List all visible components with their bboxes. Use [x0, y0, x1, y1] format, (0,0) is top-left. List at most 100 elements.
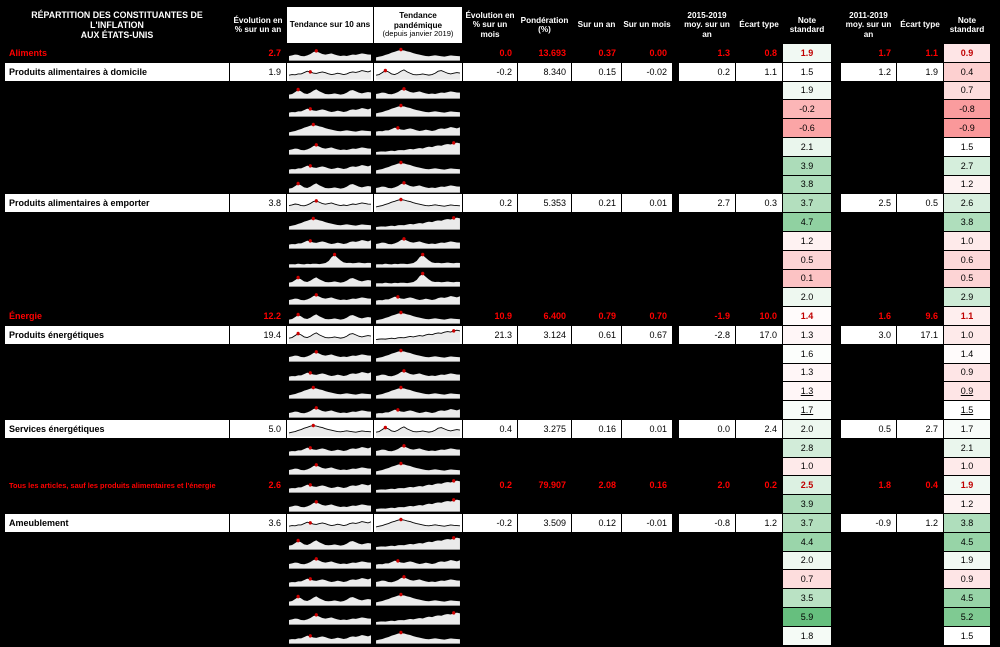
cell-trend-10y	[287, 213, 373, 231]
cell-note-1: 0.7	[783, 570, 831, 589]
cell-avg-2011-2019: 1.7	[841, 44, 896, 62]
sparkline-line	[288, 633, 372, 640]
cell-stddev-2	[897, 589, 943, 607]
cell-yoy	[230, 401, 286, 419]
sparkline-pandemic	[375, 575, 460, 587]
cell-trend-pandemic	[374, 231, 462, 250]
cell-trend-pandemic	[374, 382, 462, 401]
sparkline-line	[376, 253, 460, 265]
cell-avg-2015-2019	[679, 457, 735, 476]
column-gap	[673, 589, 678, 607]
sparkline-pandemic	[375, 141, 461, 155]
column-gap	[673, 344, 678, 363]
cell-stddev-2	[897, 344, 943, 363]
sparkline-line	[375, 536, 461, 547]
sparkline-area	[376, 577, 460, 587]
sparkline-area	[376, 612, 460, 625]
sparkline-area	[376, 49, 460, 61]
cell-contrib-yoy	[572, 269, 621, 288]
sparkline-line	[375, 199, 460, 208]
cell-note-1: 5.9	[783, 607, 831, 626]
column-gap	[832, 532, 840, 551]
cell-trend-10y	[287, 137, 373, 156]
sparkline-10yr	[288, 556, 372, 569]
cell-avg-2015-2019	[679, 344, 735, 363]
sparkline-line	[375, 594, 460, 603]
sparkline-area	[289, 614, 371, 625]
sparkline-area	[289, 295, 371, 306]
cell-contrib-mom	[622, 344, 672, 363]
cell-trend-pandemic	[374, 44, 462, 62]
cell-contrib-mom	[622, 626, 672, 645]
cell-contrib-yoy	[572, 532, 621, 551]
cell-contrib-yoy	[572, 175, 621, 194]
cell-avg-2015-2019: 0.0	[679, 419, 735, 438]
marker-dot	[308, 445, 312, 450]
cell-contrib-mom	[622, 401, 672, 419]
cell-avg-2015-2019: 0.2	[679, 62, 735, 81]
sparkline-area	[289, 408, 371, 418]
marker-dot	[452, 216, 456, 220]
cell-avg-2015-2019	[679, 589, 735, 607]
cell-yoy	[230, 382, 286, 401]
marker-dot	[308, 370, 312, 375]
cell-contrib-mom: 0.16	[622, 476, 672, 495]
sparkline-line	[288, 370, 372, 377]
column-gap	[832, 419, 840, 438]
marker-dot	[402, 237, 406, 241]
sparkline-line	[288, 595, 372, 602]
cell-trend-10y	[287, 307, 373, 325]
cell-stddev-2	[897, 363, 943, 382]
sparkline-line	[288, 387, 372, 396]
sparkline-pandemic	[375, 408, 461, 418]
sparkline-line	[288, 521, 372, 527]
sparkline-10yr	[288, 538, 372, 550]
sparkline-area	[376, 88, 460, 99]
sparkline-pandemic	[375, 47, 460, 61]
sparkline-pandemic	[375, 68, 461, 80]
col-header-contrib-yoy: Sur un an	[572, 7, 621, 43]
column-gap	[673, 363, 678, 382]
cell-contrib-yoy: 0.37	[572, 44, 621, 62]
col-header-trend-pandemic-line1: Tendance pandémique	[393, 11, 443, 30]
cell-stddev-1	[736, 382, 782, 401]
cell-trend-pandemic	[374, 401, 462, 419]
cell-trend-pandemic	[374, 156, 462, 175]
cell-avg-2015-2019: 1.3	[679, 44, 735, 62]
cell-mom: 0.2	[463, 194, 517, 213]
cell-yoy	[230, 119, 286, 137]
sparkline-area	[376, 519, 460, 531]
cell-trend-10y	[287, 62, 373, 81]
cell-weight	[518, 570, 571, 589]
cell-note-2: 1.9	[944, 476, 990, 495]
cell-stddev-1	[736, 81, 782, 100]
cell-contrib-mom	[622, 532, 672, 551]
marker-dot	[396, 126, 400, 130]
cell-mom	[463, 119, 517, 137]
sparkline-line	[375, 558, 461, 565]
col-header-trend-pandemic-line2: (depuis janvier 2019)	[382, 29, 454, 39]
cell-note-1: 1.3	[783, 363, 831, 382]
cell-avg-2015-2019	[679, 119, 735, 137]
sparkline-area	[376, 387, 460, 400]
cell-contrib-yoy	[572, 137, 621, 156]
cell-stddev-1	[736, 250, 782, 269]
cell-weight	[518, 626, 571, 645]
marker-dot	[399, 592, 403, 597]
sparkline-area	[289, 464, 371, 475]
cell-note-1: -0.2	[783, 100, 831, 119]
cell-contrib-yoy: 0.15	[572, 62, 621, 81]
cell-stddev-1: 2.4	[736, 419, 782, 438]
sparkline-line	[375, 349, 460, 359]
sparkline-line	[375, 88, 460, 94]
cell-mom	[463, 100, 517, 119]
cell-mom: 0.2	[463, 476, 517, 495]
cell-yoy: 12.2	[230, 307, 286, 325]
table-title-line1: RÉPARTITION DES CONSTITUANTES DE L'INFLA…	[31, 9, 203, 30]
cell-avg-2011-2019	[841, 175, 896, 194]
cell-avg-2011-2019: 1.6	[841, 307, 896, 325]
cell-stddev-1: 10.0	[736, 307, 782, 325]
cell-mom	[463, 288, 517, 307]
cell-note-2: 0.7	[944, 81, 990, 100]
cell-trend-pandemic	[374, 81, 462, 100]
